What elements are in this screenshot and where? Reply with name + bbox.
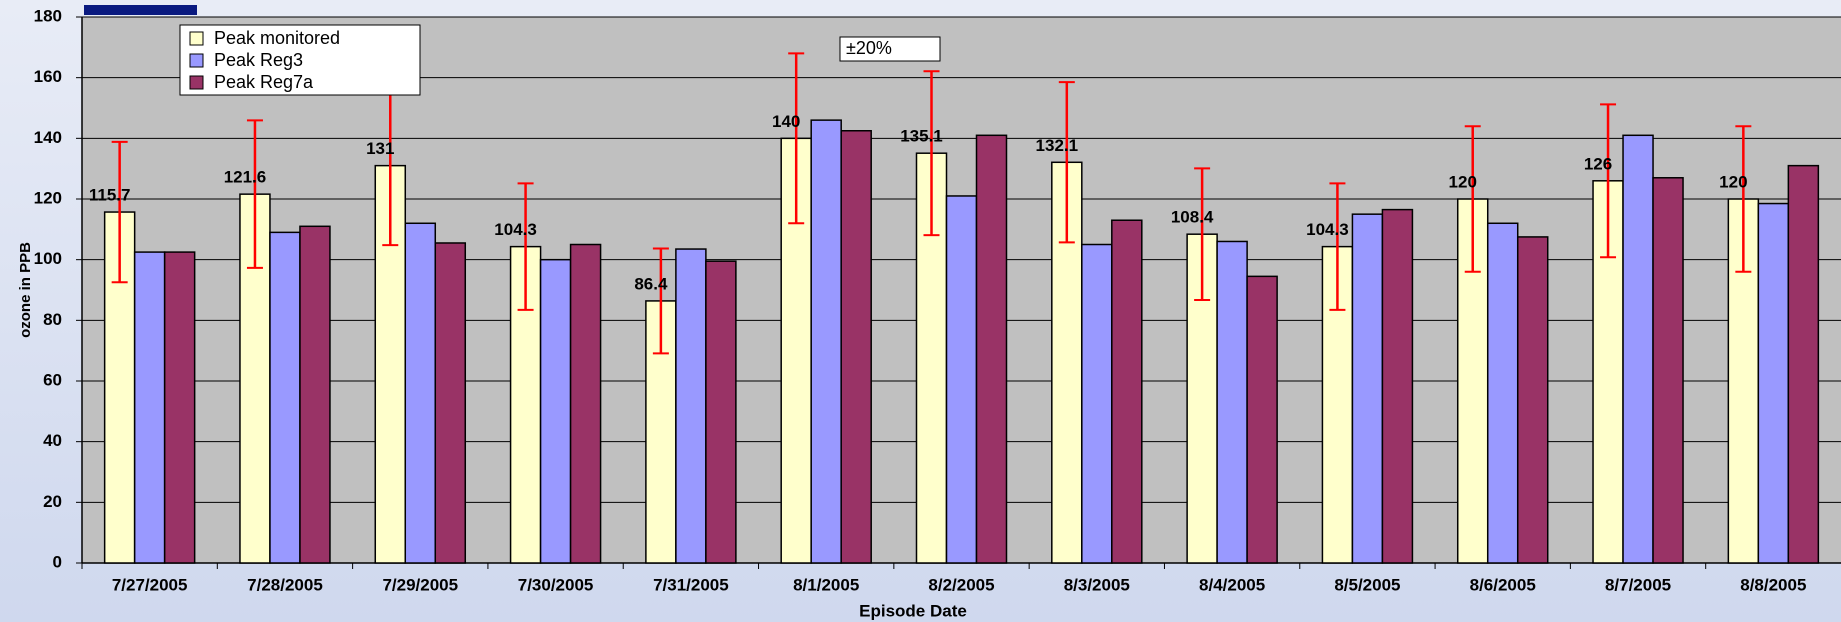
- bar: [1622, 134, 1654, 564]
- y-tick-label: 40: [43, 431, 62, 450]
- bar: [705, 260, 737, 564]
- y-tick-label: 160: [34, 67, 62, 86]
- data-label: 121.6: [224, 168, 267, 187]
- x-tick-label: 8/7/2005: [1605, 575, 1671, 594]
- bar: [1652, 177, 1684, 564]
- legend-swatch: [189, 75, 204, 90]
- data-label: 120: [1719, 172, 1747, 191]
- decoration: [84, 5, 197, 15]
- bar: [810, 119, 842, 564]
- y-tick-label: 180: [34, 6, 62, 25]
- y-tick-label: 0: [53, 552, 62, 571]
- legend-swatch: [189, 31, 204, 46]
- error-bar: [1058, 81, 1075, 244]
- data-label: 115.7: [89, 186, 131, 205]
- data-label: 86.4: [634, 274, 668, 293]
- bar: [1456, 198, 1489, 564]
- y-tick-label: 60: [43, 370, 62, 389]
- y-tick-label: 120: [34, 188, 62, 207]
- layer: 0 20 40 60 80 100 120 140 160 180 7/27/2005 7/28/20…: [34, 6, 1841, 594]
- data-label: 104.3: [494, 220, 537, 239]
- x-tick-label: 8/8/2005: [1740, 575, 1806, 594]
- data-label: 140: [772, 112, 800, 131]
- data-label: 126: [1584, 154, 1612, 173]
- bar: [133, 251, 166, 564]
- x-tick-label: 7/31/2005: [653, 575, 729, 594]
- bar: [299, 225, 331, 564]
- x-axis-title: Episode Date: [859, 601, 967, 620]
- y-axis-title: ozone in PPB: [17, 242, 34, 338]
- x-tick-label: 8/2/2005: [928, 575, 994, 594]
- bar: [1486, 222, 1519, 564]
- x-tick-label: 8/6/2005: [1470, 575, 1536, 594]
- error-bar: [111, 140, 128, 284]
- data-label: 104.3: [1306, 220, 1349, 239]
- bar: [269, 231, 301, 564]
- legend-label: Peak Reg3: [214, 50, 303, 70]
- y-tick-label: 140: [34, 128, 62, 147]
- x-tick-label: 7/30/2005: [518, 575, 594, 594]
- error-bar: [1194, 167, 1211, 301]
- bar: [434, 242, 467, 564]
- bar: [1081, 243, 1113, 564]
- error-bar: [246, 119, 263, 269]
- error-bar: [1464, 125, 1481, 273]
- bar: [675, 248, 707, 564]
- bar: [945, 195, 978, 564]
- error-bar: [788, 52, 805, 225]
- legend-box: [179, 24, 421, 96]
- data-label: 120: [1449, 172, 1477, 191]
- bar: [569, 243, 602, 564]
- bar: [1787, 164, 1820, 564]
- bar: [1516, 236, 1549, 564]
- bar: [1381, 208, 1414, 564]
- error-bar: [652, 247, 669, 355]
- bar: [163, 251, 196, 564]
- error-bar: [923, 70, 940, 237]
- x-tick-label: 8/1/2005: [793, 575, 859, 594]
- data-label: 131: [366, 139, 394, 158]
- y-tick-label: 80: [43, 310, 62, 329]
- x-tick-label: 7/28/2005: [247, 575, 323, 594]
- bar: [975, 134, 1008, 564]
- data-label: 108.4: [1171, 208, 1214, 227]
- error-bar: [1600, 103, 1617, 259]
- y-tick-label: 20: [43, 492, 62, 511]
- y-tick-label: 100: [34, 249, 62, 268]
- bar: [1351, 213, 1384, 564]
- error-bar: [1735, 125, 1752, 273]
- x-tick-label: 8/3/2005: [1064, 575, 1130, 594]
- data-label: 135.1: [900, 127, 943, 146]
- data-label: 132.1: [1036, 136, 1079, 155]
- bar: [1757, 202, 1790, 564]
- annotation-box: [839, 36, 941, 62]
- bar: [404, 222, 437, 564]
- x-tick-label: 7/27/2005: [112, 575, 188, 594]
- error-bar: [1329, 182, 1346, 311]
- bar: [1246, 275, 1278, 564]
- legend-label: Peak monitored: [214, 28, 340, 48]
- legend-swatch: [189, 53, 204, 68]
- x-tick-label: 8/4/2005: [1199, 575, 1265, 594]
- x-tick-label: 8/5/2005: [1334, 575, 1400, 594]
- annotation: ±20%: [846, 38, 892, 58]
- bar: [539, 258, 572, 564]
- legend-label: Peak Reg7a: [214, 72, 314, 92]
- x-tick-label: 7/29/2005: [382, 575, 458, 594]
- bar: [840, 130, 872, 564]
- bar: [1111, 219, 1143, 564]
- bar: [1216, 240, 1248, 564]
- error-bar: [517, 182, 534, 311]
